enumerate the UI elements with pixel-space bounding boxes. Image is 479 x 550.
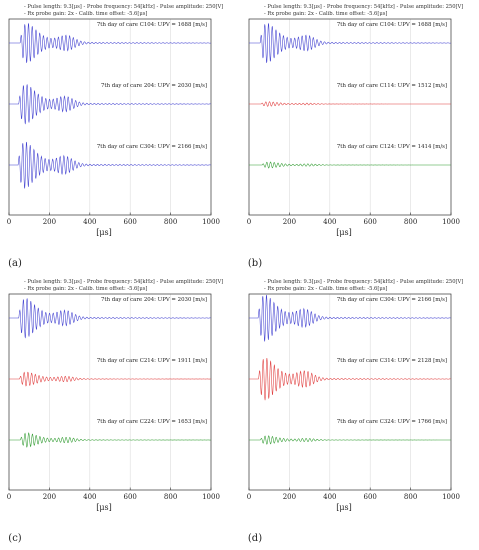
series-title: 7th day of care C104: UPV = 1688 [m/s] — [97, 22, 207, 28]
plot-frame — [248, 293, 452, 491]
x-axis-label: [μs] — [336, 228, 352, 237]
x-tick-label: 600 — [364, 493, 377, 501]
x-tick-label: 400 — [323, 493, 336, 501]
series-title: 7th day of care 204: UPV = 2030 [m/s] — [101, 297, 207, 303]
plot-frame — [8, 18, 212, 216]
panel-label: (d) — [247, 533, 263, 544]
x-tick-label: 0 — [247, 218, 251, 226]
x-tick-label: 600 — [124, 218, 137, 226]
x-tick-label: 600 — [364, 218, 377, 226]
x-tick-label: 800 — [404, 218, 417, 226]
x-axis-label: [μs] — [96, 228, 112, 237]
x-tick-label: 400 — [83, 493, 96, 501]
x-tick-label: 0 — [7, 493, 11, 501]
signal-plot: 0 200 400 600 800 1000 [μs] 7th day of care 204… — [7, 293, 220, 512]
series-line — [9, 432, 211, 448]
x-tick-label: 400 — [323, 218, 336, 226]
panel-header-line2: - Rx probe gain: 2x - Calib. time offset… — [24, 11, 148, 17]
x-tick-label: 200 — [43, 493, 56, 501]
series-line — [9, 371, 211, 387]
x-tick-label: 400 — [83, 218, 96, 226]
series-line — [9, 298, 211, 339]
series-title: 7th day of care C304: UPV = 2166 [m/s] — [337, 297, 447, 303]
x-tick-label: 800 — [164, 218, 177, 226]
signal-plot: 0 200 400 600 800 1000 [μs] 7th day of care C10… — [247, 18, 460, 237]
x-tick-label: 0 — [7, 218, 11, 226]
series-line — [249, 101, 451, 107]
series-line — [249, 161, 451, 169]
panel-header-line2: - Rx probe gain: 2x - Calib. time offset… — [24, 286, 148, 292]
series-line — [249, 294, 451, 343]
x-axis-label: [μs] — [96, 503, 112, 512]
x-tick-label: 200 — [283, 493, 296, 501]
signal-plot: 0 200 400 600 800 1000 [μs] 7th day of care C10… — [7, 18, 220, 237]
series-title: 7th day of care 204: UPV = 2030 [m/s] — [101, 83, 207, 89]
x-tick-label: 1000 — [442, 493, 460, 501]
panel-c: - Pulse length: 9.3[μs] - Probe frequenc… — [0, 275, 240, 550]
series-line — [9, 141, 211, 190]
panel-b: - Pulse length: 9.3[μs] - Probe frequenc… — [240, 0, 479, 275]
panel-header-line1: - Pulse length: 9.3[μs] - Probe frequenc… — [264, 4, 464, 10]
series-title: 7th day of care C124: UPV = 1414 [m/s] — [337, 144, 447, 150]
panel-header-line1: - Pulse length: 9.3[μs] - Probe frequenc… — [24, 4, 224, 10]
panel-header-line1: - Pulse length: 9.3[μs] - Probe frequenc… — [264, 279, 464, 285]
x-tick-label: 200 — [43, 218, 56, 226]
x-tick-label: 1000 — [202, 218, 220, 226]
series-line — [249, 435, 451, 445]
x-axis-label: [μs] — [336, 503, 352, 512]
panel-label: (c) — [8, 533, 22, 544]
series-title: 7th day of care C224: UPV = 1653 [m/s] — [97, 419, 207, 425]
panel-header-line2: - Rx probe gain: 2x - Calib. time offset… — [264, 286, 388, 292]
series-line — [249, 22, 451, 63]
panel-label: (a) — [8, 258, 22, 269]
series-title: 7th day of care C104: UPV = 1688 [m/s] — [337, 22, 447, 28]
x-tick-label: 200 — [283, 218, 296, 226]
series-line — [9, 22, 211, 63]
plot-frame — [8, 293, 212, 491]
x-tick-label: 800 — [164, 493, 177, 501]
series-title: 7th day of care C304: UPV = 2166 [m/s] — [97, 144, 207, 150]
signal-plot: 0 200 400 600 800 1000 [μs] 7th day of care C30… — [247, 293, 460, 512]
x-tick-label: 1000 — [202, 493, 220, 501]
series-line — [249, 358, 451, 401]
x-tick-label: 1000 — [442, 218, 460, 226]
x-tick-label: 0 — [247, 493, 251, 501]
series-title: 7th day of care C314: UPV = 2128 [m/s] — [337, 358, 447, 364]
panel-label: (b) — [247, 258, 263, 269]
panel-header-line1: - Pulse length: 9.3[μs] - Probe frequenc… — [24, 279, 224, 285]
series-title: 7th day of care C324: UPV = 1766 [m/s] — [337, 419, 447, 425]
panel-d: - Pulse length: 9.3[μs] - Probe frequenc… — [240, 275, 479, 550]
x-tick-label: 600 — [124, 493, 137, 501]
series-title: 7th day of care C114: UPV = 1512 [m/s] — [337, 83, 447, 89]
series-line — [9, 84, 211, 125]
panel-a: - Pulse length: 9.3[μs] - Probe frequenc… — [0, 0, 240, 275]
panel-header-line2: - Rx probe gain: 2x - Calib. time offset… — [264, 11, 388, 17]
plot-frame — [248, 18, 452, 216]
series-title: 7th day of care C214: UPV = 1911 [m/s] — [97, 358, 207, 364]
x-tick-label: 800 — [404, 493, 417, 501]
